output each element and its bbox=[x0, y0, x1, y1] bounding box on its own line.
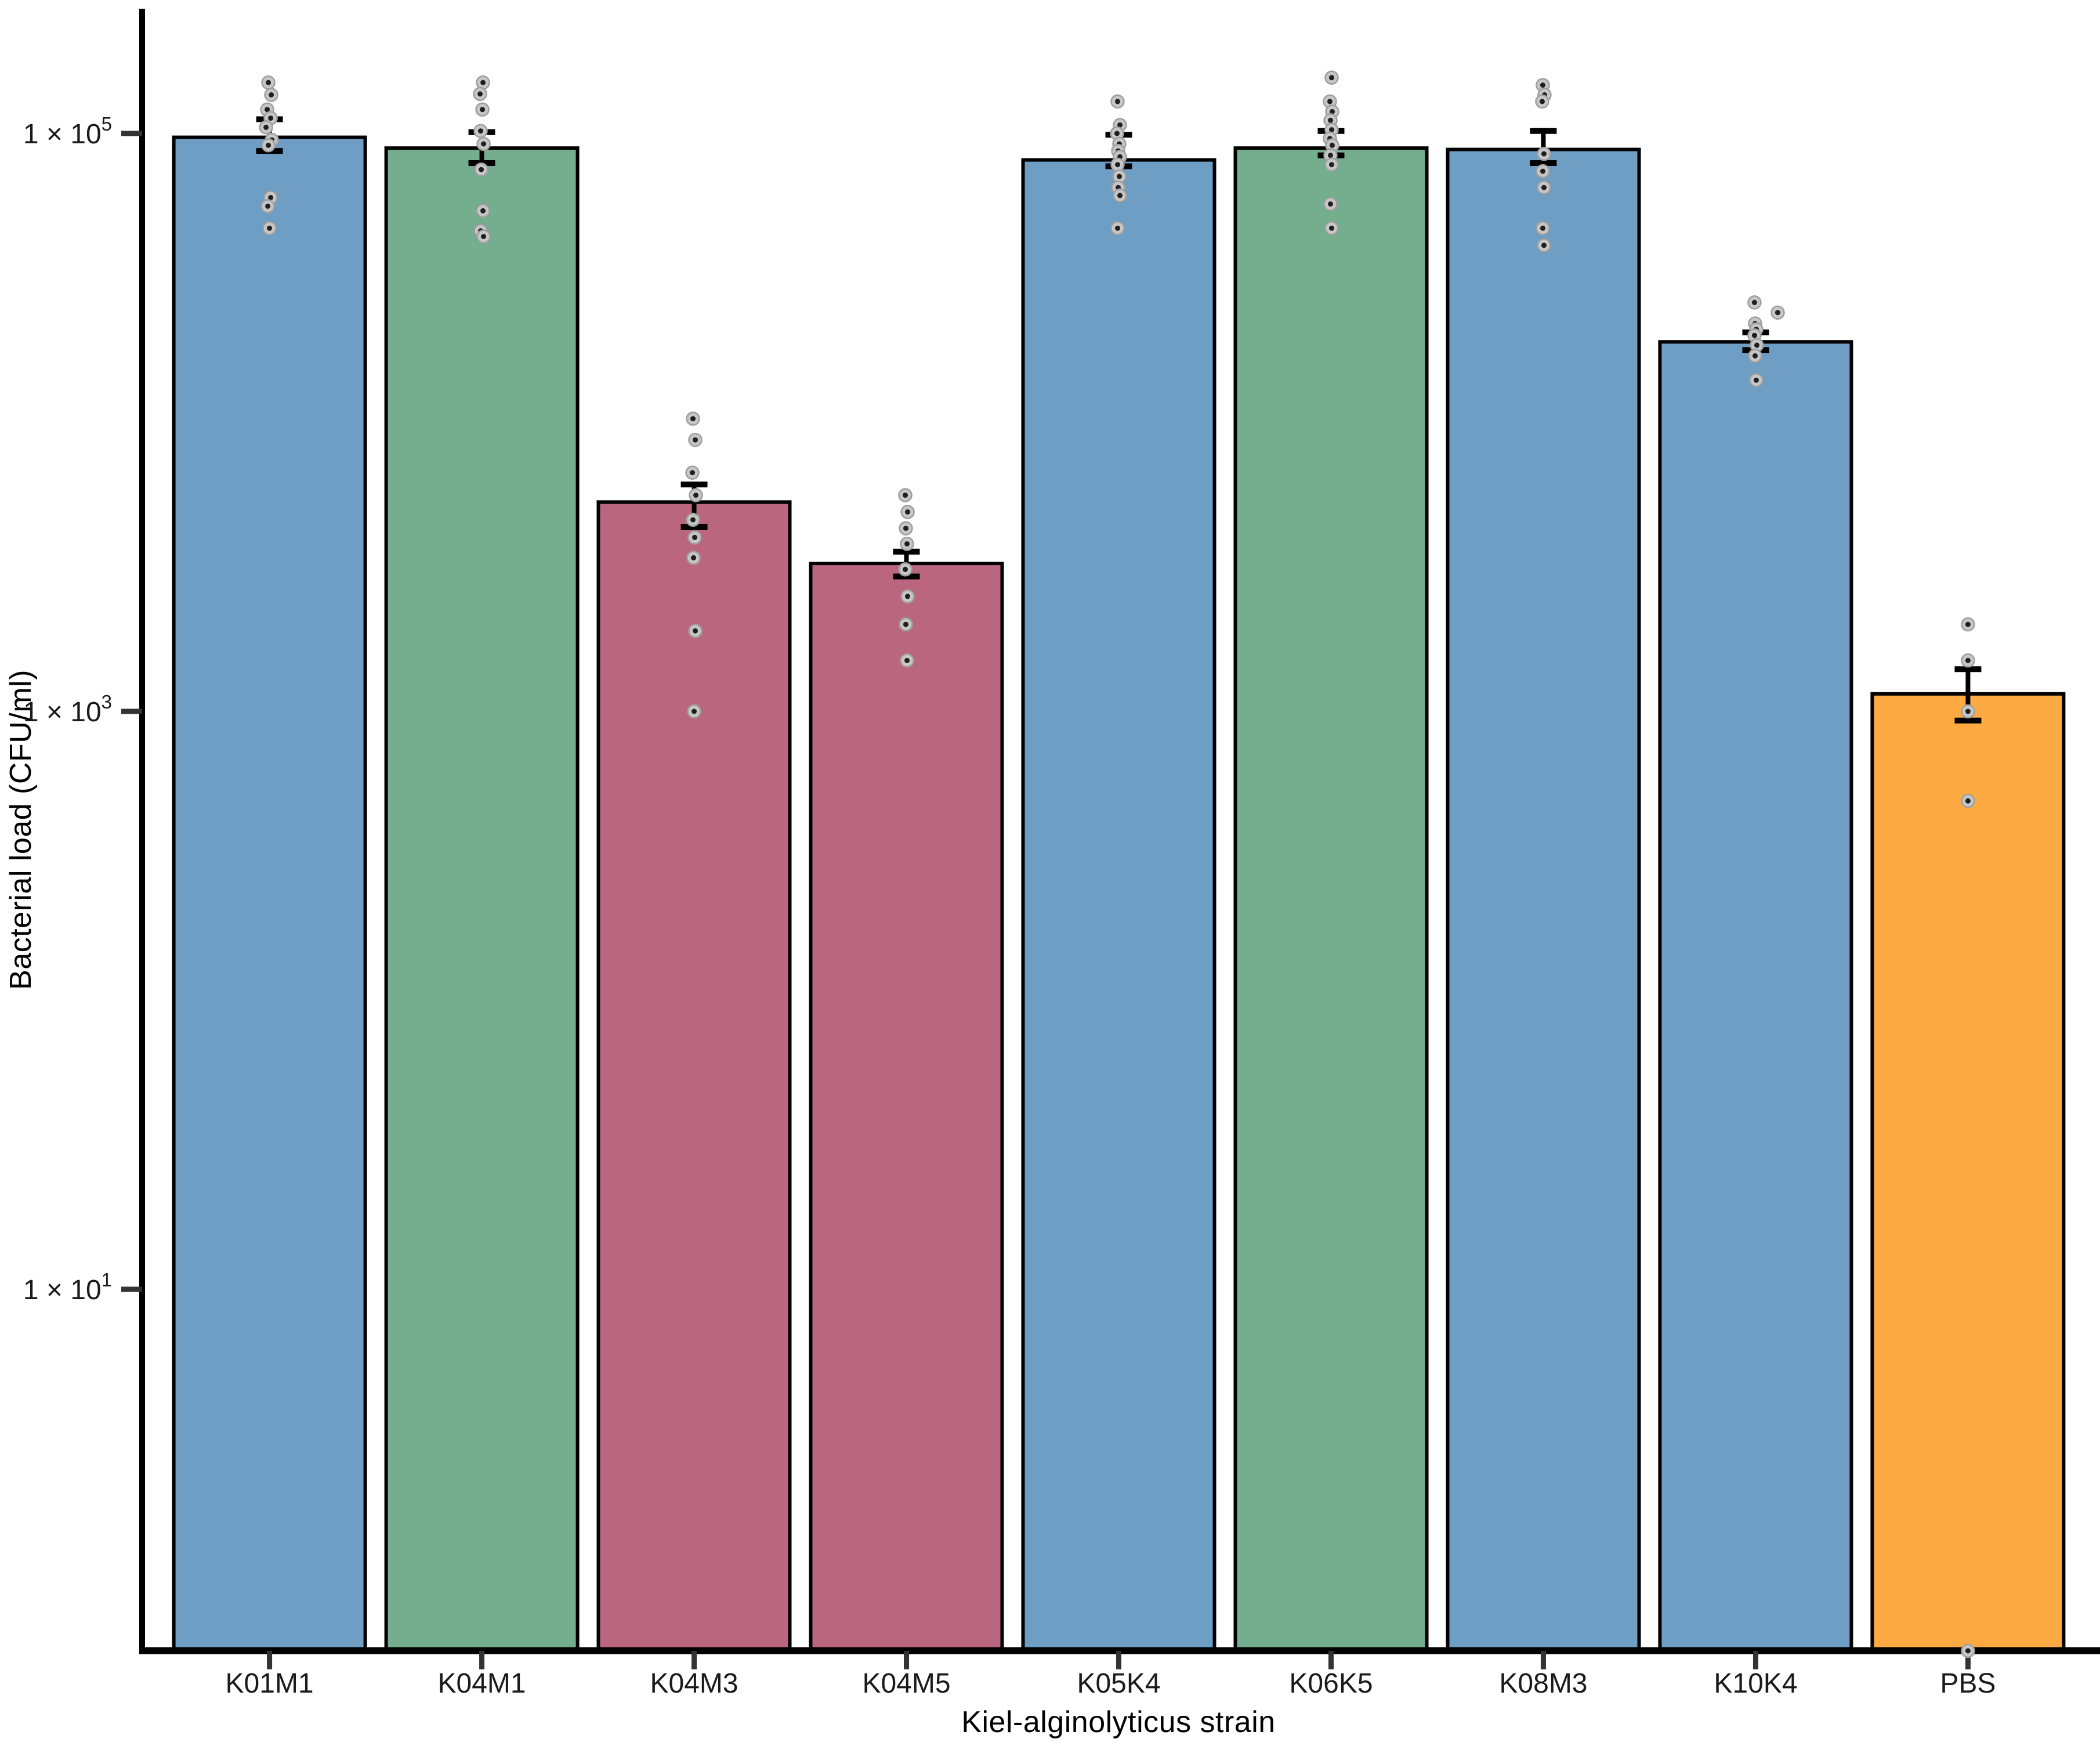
data-point-core-K04M3-5 bbox=[692, 534, 698, 540]
bar-K04M5 bbox=[809, 562, 1004, 1653]
data-point-core-K10K4-7 bbox=[1753, 377, 1759, 383]
data-point-core-K04M1-4 bbox=[481, 141, 487, 147]
bar-K10K4 bbox=[1658, 340, 1853, 1653]
data-point-core-PBS-2 bbox=[1965, 708, 1971, 714]
data-point-core-K04M5-5 bbox=[905, 594, 911, 599]
data-point-core-K04M1-2 bbox=[480, 107, 486, 113]
data-point-core-K05K4-6 bbox=[1115, 162, 1120, 168]
x-tick-label-K04M1: K04M1 bbox=[438, 1668, 526, 1699]
data-point-core-K06K5-9 bbox=[1327, 201, 1333, 207]
data-point-core-K08M3-4 bbox=[1540, 168, 1545, 174]
x-tick-label-K08M3: K08M3 bbox=[1499, 1668, 1587, 1699]
data-point-core-K08M3-3 bbox=[1541, 151, 1547, 157]
x-tick-label-K10K4: K10K4 bbox=[1714, 1668, 1797, 1699]
data-point-core-K04M1-8 bbox=[481, 234, 487, 240]
bar-K04M1 bbox=[384, 146, 580, 1653]
y-tick-label-3: 1 × 103 bbox=[23, 691, 112, 728]
data-point-core-K04M5-6 bbox=[903, 621, 909, 627]
data-point-core-K04M5-4 bbox=[903, 566, 908, 572]
data-point-core-K05K4-0 bbox=[1115, 99, 1120, 104]
data-point-core-K01M1-7 bbox=[268, 195, 274, 200]
data-point-core-K01M1-2 bbox=[265, 107, 270, 113]
data-point-core-K04M5-3 bbox=[904, 541, 910, 547]
x-tick-label-K05K4: K05K4 bbox=[1077, 1668, 1160, 1699]
data-point-core-K01M1-3 bbox=[268, 115, 274, 121]
data-point-core-K05K4-1 bbox=[1117, 122, 1123, 128]
data-point-core-K01M1-1 bbox=[269, 92, 274, 97]
data-point-core-K01M1-4 bbox=[263, 124, 269, 130]
x-axis-title: Kiel-alginolyticus strain bbox=[961, 1705, 1276, 1739]
bar-K05K4 bbox=[1021, 158, 1216, 1653]
data-point-core-K10K4-0 bbox=[1751, 299, 1757, 305]
data-point-core-K10K4-6 bbox=[1752, 353, 1758, 359]
data-point-core-K04M1-3 bbox=[478, 128, 484, 134]
data-point-core-PBS-0 bbox=[1965, 621, 1971, 627]
bar-PBS bbox=[1870, 692, 2066, 1653]
y-tick-label-1: 1 × 101 bbox=[23, 1269, 112, 1306]
data-point-core-K04M3-6 bbox=[691, 555, 697, 561]
data-point-core-K08M3-7 bbox=[1541, 243, 1547, 248]
data-point-core-K10K4-4 bbox=[1751, 332, 1757, 338]
data-point-core-K06K5-1 bbox=[1327, 99, 1333, 104]
data-point-core-K05K4-10 bbox=[1115, 225, 1120, 231]
bar-K01M1 bbox=[172, 135, 367, 1653]
bar-K06K5 bbox=[1233, 146, 1429, 1653]
data-point-core-K06K5-2 bbox=[1329, 109, 1335, 114]
data-point-core-K10K4-5 bbox=[1754, 342, 1759, 348]
data-point-core-K05K4-9 bbox=[1117, 193, 1123, 198]
bar-K08M3 bbox=[1446, 147, 1641, 1653]
data-point-core-K06K5-3 bbox=[1327, 117, 1333, 123]
data-point-core-K04M3-2 bbox=[690, 470, 696, 476]
data-point-core-K08M3-2 bbox=[1539, 99, 1545, 104]
data-point-core-K04M5-1 bbox=[905, 509, 911, 515]
data-point-core-K06K5-8 bbox=[1328, 162, 1334, 168]
data-point-core-K04M3-4 bbox=[690, 517, 696, 523]
data-point-core-K08M3-0 bbox=[1540, 82, 1545, 88]
data-point-core-PBS-4 bbox=[1965, 1648, 1971, 1654]
x-tick-label-K06K5: K06K5 bbox=[1289, 1668, 1373, 1699]
data-point-core-K01M1-8 bbox=[265, 203, 271, 209]
data-point-core-K08M3-6 bbox=[1540, 225, 1545, 231]
data-point-core-K06K5-0 bbox=[1328, 75, 1334, 81]
data-point-core-K04M1-6 bbox=[480, 208, 486, 214]
bar-K04M3 bbox=[596, 500, 792, 1653]
data-point-core-K04M5-2 bbox=[903, 526, 909, 531]
data-point-core-K04M3-3 bbox=[693, 492, 699, 498]
data-point-core-K04M3-8 bbox=[691, 708, 697, 714]
data-point-core-PBS-1 bbox=[1965, 657, 1971, 663]
data-point-core-K06K5-4 bbox=[1328, 127, 1334, 133]
data-point-core-K05K4-2 bbox=[1114, 131, 1120, 136]
data-point-core-K04M1-1 bbox=[477, 91, 483, 97]
data-point-core-K04M3-7 bbox=[693, 628, 698, 634]
data-point-core-K06K5-7 bbox=[1327, 153, 1333, 158]
x-tick-label-K04M5: K04M5 bbox=[862, 1668, 950, 1699]
data-point-core-K01M1-6 bbox=[266, 142, 271, 148]
data-point-core-K04M3-1 bbox=[693, 437, 698, 443]
data-point-core-K04M5-7 bbox=[904, 657, 910, 663]
data-point-core-K06K5-10 bbox=[1328, 225, 1334, 231]
x-tick-label-K04M3: K04M3 bbox=[650, 1668, 738, 1699]
data-point-core-K01M1-9 bbox=[267, 225, 273, 231]
data-point-core-K06K5-6 bbox=[1329, 142, 1335, 148]
data-point-core-K01M1-0 bbox=[266, 79, 271, 85]
x-tick-label-K01M1: K01M1 bbox=[226, 1668, 314, 1699]
x-tick-label-PBS: PBS bbox=[1940, 1668, 1996, 1699]
data-point-core-PBS-3 bbox=[1965, 798, 1971, 804]
data-point-core-K10K4-1 bbox=[1775, 310, 1780, 316]
data-point-core-K08M3-5 bbox=[1541, 185, 1547, 190]
data-point-core-K04M3-0 bbox=[690, 416, 696, 422]
data-point-core-K05K4-7 bbox=[1117, 173, 1122, 179]
data-point-core-K04M1-5 bbox=[479, 167, 484, 172]
y-tick-label-5: 1 × 105 bbox=[23, 113, 112, 150]
data-point-core-K04M1-0 bbox=[480, 79, 486, 85]
data-point-core-K04M5-0 bbox=[903, 492, 908, 498]
